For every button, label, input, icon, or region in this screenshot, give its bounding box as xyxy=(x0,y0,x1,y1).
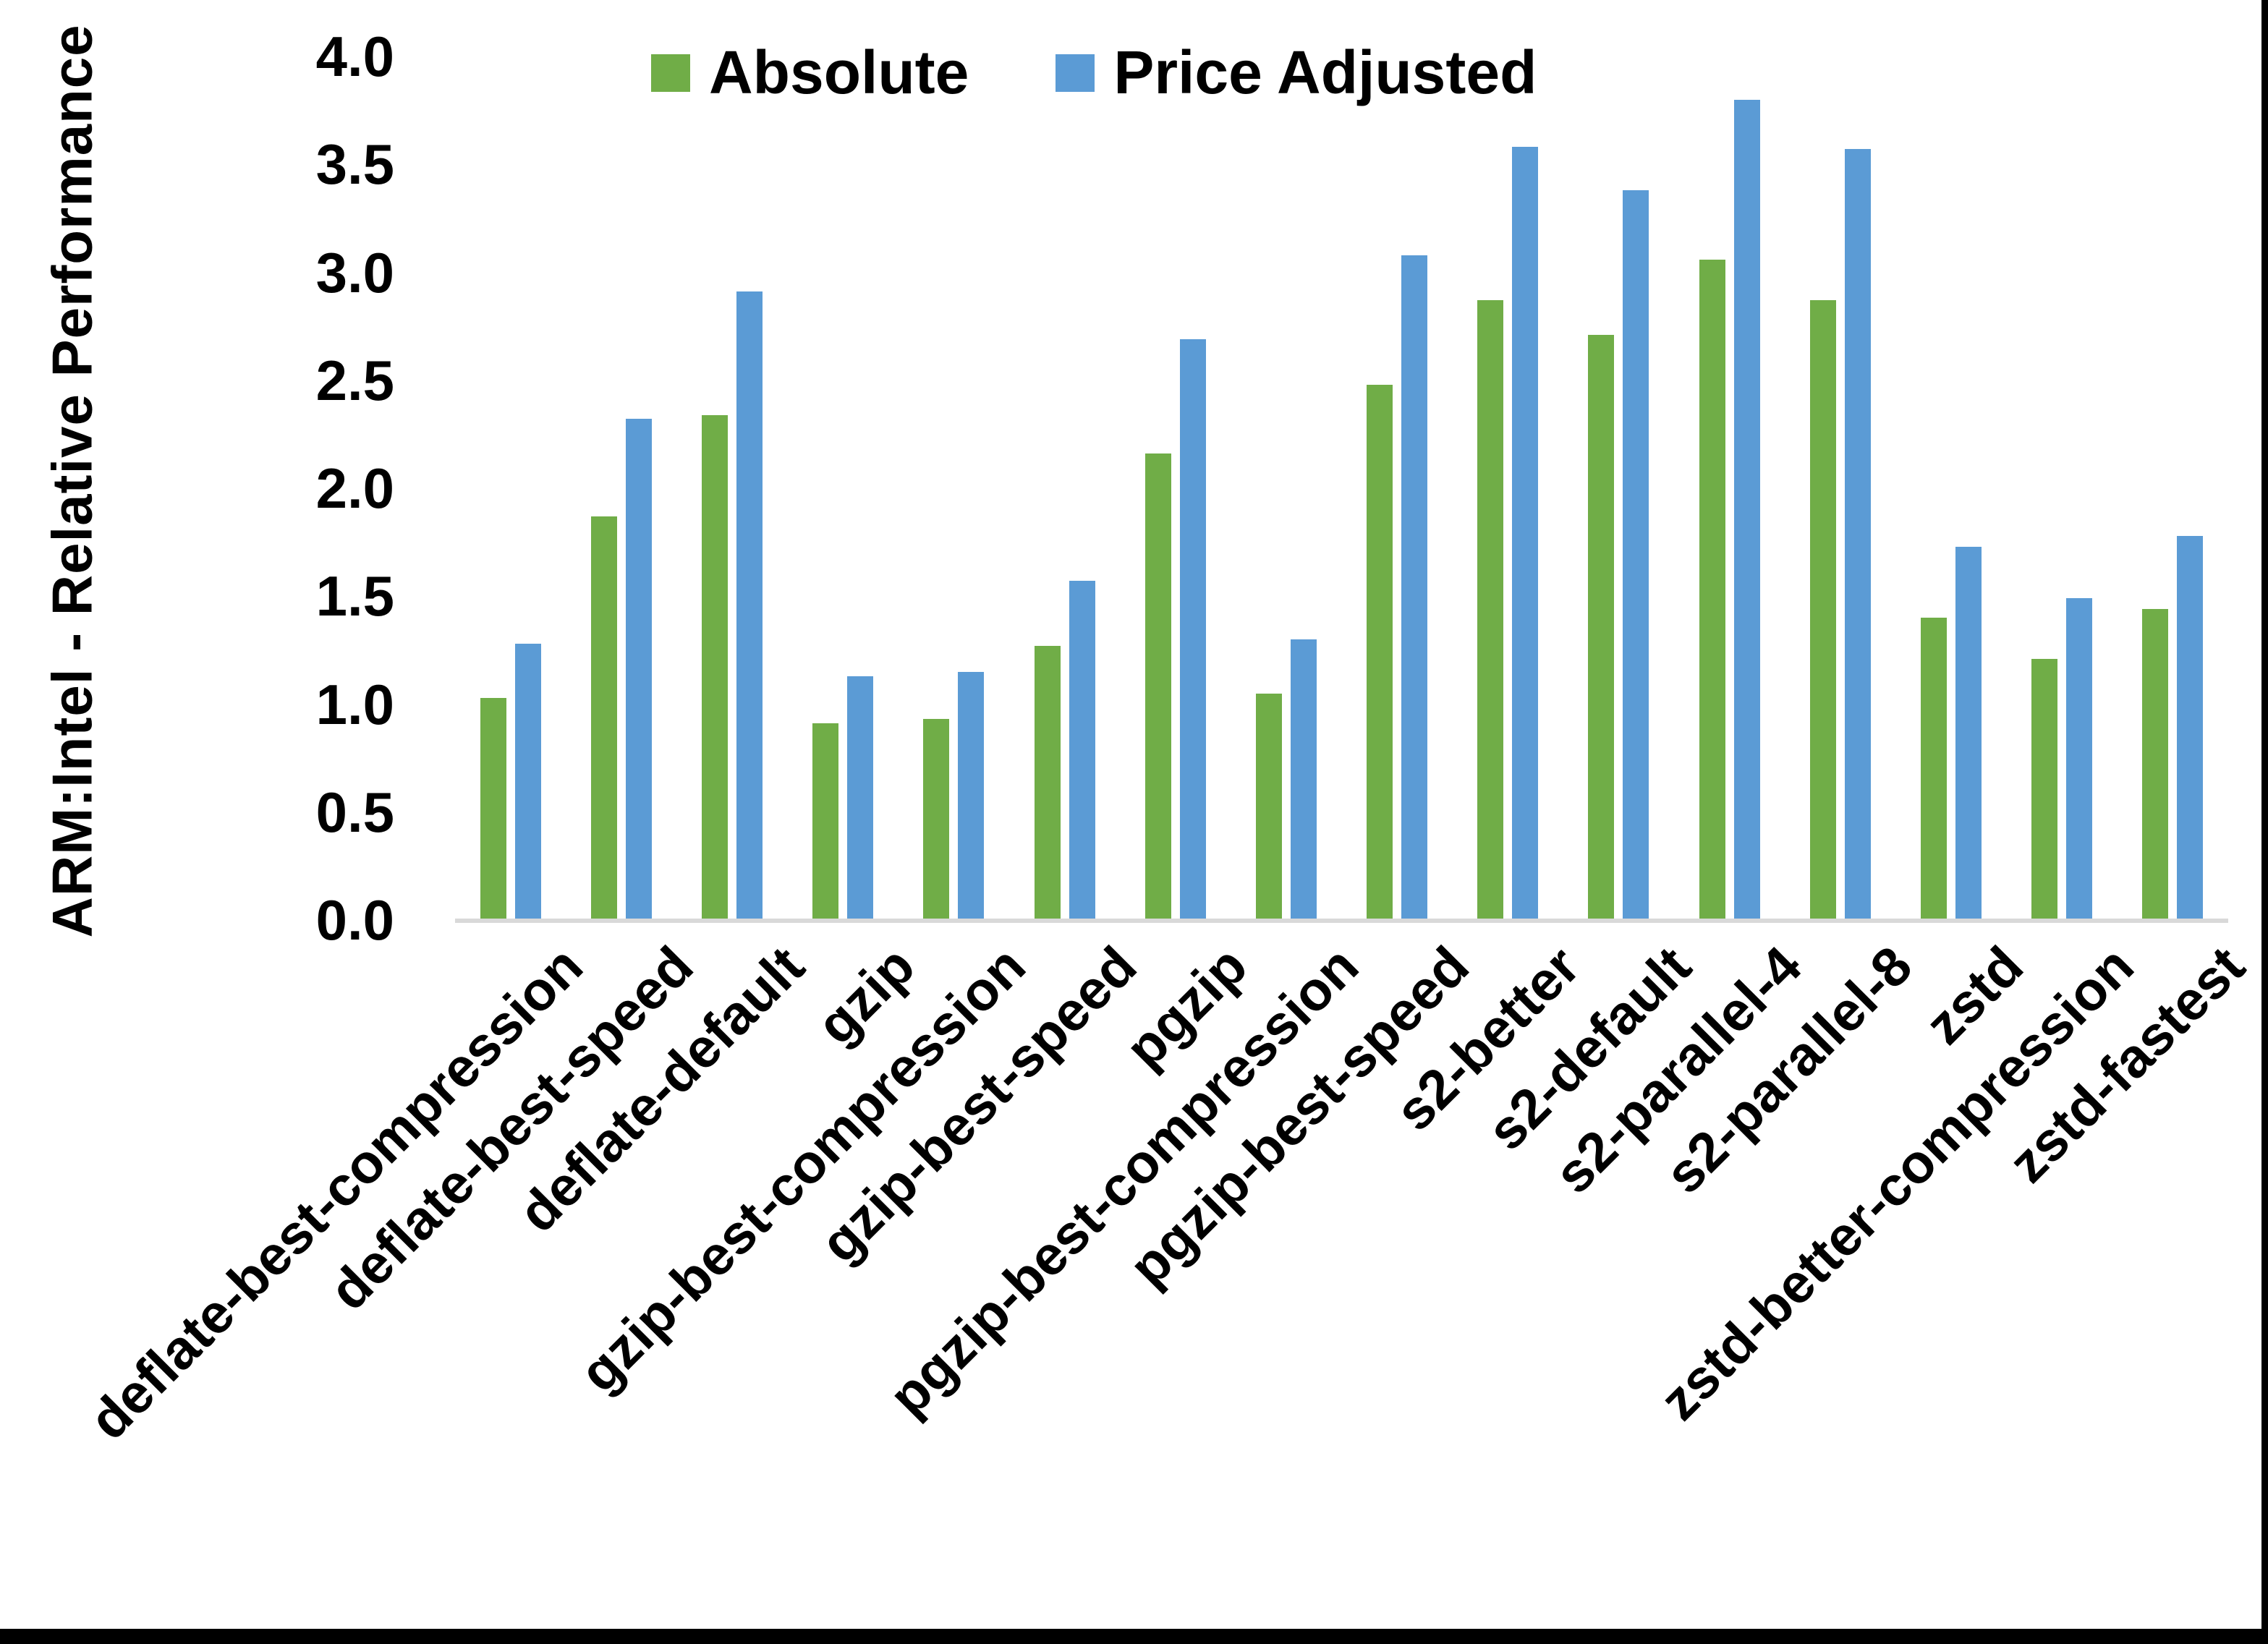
bar-absolute-deflate-best-compression xyxy=(480,698,506,920)
bar-price-adjusted-pgzip xyxy=(1179,339,1206,920)
y-tick-label-1.5: 1.5 xyxy=(315,564,394,629)
bar-price-adjusted-s2-default xyxy=(1623,190,1649,920)
bar-absolute-s2-parallel-8 xyxy=(1809,300,1836,920)
frame-border-right xyxy=(2261,0,2268,1644)
y-tick-label-1.0: 1.0 xyxy=(315,672,394,736)
bar-absolute-gzip xyxy=(812,723,839,920)
bar-price-adjusted-gzip-best-compression xyxy=(958,672,985,920)
x-axis-line xyxy=(455,919,2228,923)
bar-absolute-gzip-best-compression xyxy=(923,719,950,920)
bar-absolute-s2-default xyxy=(1588,335,1615,920)
legend-swatch-price-adjusted-icon xyxy=(1056,54,1095,92)
legend: Absolute Price Adjusted xyxy=(651,38,1537,108)
bar-absolute-gzip-best-speed xyxy=(1034,646,1061,920)
bar-price-adjusted-s2-parallel-4 xyxy=(1733,100,1760,920)
bar-price-adjusted-deflate-best-compression xyxy=(514,644,541,920)
y-tick-label-3.0: 3.0 xyxy=(315,240,394,304)
bar-absolute-pgzip xyxy=(1144,453,1171,920)
bar-absolute-pgzip-best-speed xyxy=(1367,385,1393,920)
bar-absolute-s2-better xyxy=(1477,300,1504,920)
legend-item-price-adjusted: Price Adjusted xyxy=(1056,38,1537,108)
y-tick-label-0.5: 0.5 xyxy=(315,780,394,844)
bar-absolute-zstd-better-compression xyxy=(2031,659,2058,920)
bar-price-adjusted-gzip xyxy=(847,676,874,920)
bar-absolute-pgzip-best-compression xyxy=(1255,694,1282,920)
legend-item-absolute: Absolute xyxy=(651,38,969,108)
bar-absolute-deflate-default xyxy=(701,415,728,920)
y-tick-label-0.0: 0.0 xyxy=(315,888,394,952)
bar-price-adjusted-zstd-better-compression xyxy=(2066,598,2093,920)
y-tick-label-3.5: 3.5 xyxy=(315,132,394,197)
y-tick-label-4.0: 4.0 xyxy=(315,25,394,88)
legend-swatch-absolute-icon xyxy=(651,54,690,92)
bar-absolute-zstd-fastest xyxy=(2142,609,2169,920)
bar-price-adjusted-s2-better xyxy=(1512,147,1539,920)
y-tick-label-2.0: 2.0 xyxy=(315,456,394,520)
y-tick-label-2.5: 2.5 xyxy=(315,348,394,412)
bar-price-adjusted-pgzip-best-compression xyxy=(1290,639,1317,920)
legend-label-absolute: Absolute xyxy=(709,38,969,106)
bar-price-adjusted-deflate-best-speed xyxy=(625,419,652,920)
bar-price-adjusted-zstd-fastest xyxy=(2177,536,2204,920)
bar-price-adjusted-gzip-best-speed xyxy=(1069,581,1095,920)
bar-absolute-s2-parallel-4 xyxy=(1699,260,1725,920)
legend-label-price-adjusted: Price Adjusted xyxy=(1113,38,1537,106)
bar-price-adjusted-pgzip-best-speed xyxy=(1401,255,1428,920)
bar-price-adjusted-zstd xyxy=(1955,547,1982,920)
bar-price-adjusted-deflate-default xyxy=(736,291,763,920)
frame-border-bottom xyxy=(0,1629,2268,1644)
bar-price-adjusted-s2-parallel-8 xyxy=(1844,149,1871,920)
bar-absolute-zstd xyxy=(1921,618,1948,920)
bar-absolute-deflate-best-speed xyxy=(590,516,617,920)
